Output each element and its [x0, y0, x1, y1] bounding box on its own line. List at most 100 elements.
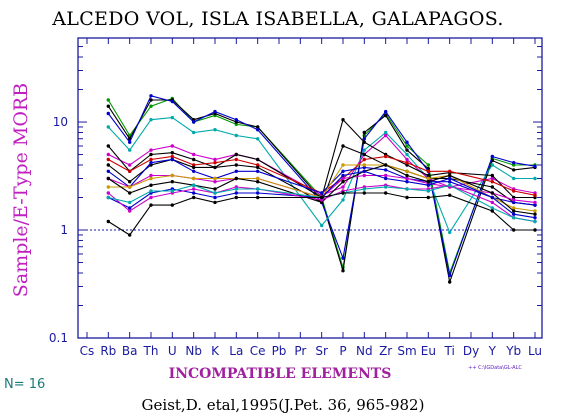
- x-tick-label: Pr: [294, 344, 306, 358]
- x-tick-label: Dy: [463, 344, 479, 358]
- data-point: [213, 176, 217, 181]
- data-point: [426, 173, 430, 178]
- data-point: [106, 185, 111, 189]
- data-point: [384, 185, 388, 189]
- data-point: [234, 187, 238, 191]
- data-point: [341, 191, 345, 195]
- data-point: [448, 173, 452, 178]
- data-point: [533, 228, 537, 232]
- data-point: [490, 209, 494, 213]
- x-tick-label: K: [211, 344, 220, 358]
- x-tick-label: Ti: [444, 344, 455, 358]
- y-tick-label: 1: [60, 223, 68, 237]
- data-point: [149, 176, 153, 181]
- data-point: [192, 130, 196, 135]
- data-point: [490, 200, 494, 205]
- y-axis-label: Sample/E-Type MORB: [10, 83, 32, 297]
- data-point: [320, 200, 324, 205]
- data-point: [533, 193, 537, 197]
- y-tick-label: 0.1: [49, 331, 68, 345]
- data-point: [426, 183, 430, 187]
- x-tick-label: Rb: [100, 344, 116, 358]
- data-point: [448, 273, 452, 278]
- data-point: [448, 183, 452, 187]
- data-point: [149, 161, 153, 165]
- data-point: [256, 187, 260, 191]
- data-point: [192, 169, 196, 173]
- series-line: [107, 97, 535, 276]
- x-tick-label: La: [229, 344, 243, 358]
- data-point: [362, 130, 366, 135]
- x-tick-label: Sm: [397, 344, 416, 358]
- series-11: [106, 163, 537, 213]
- x-tick-label: Yb: [505, 344, 521, 358]
- data-point: [320, 198, 324, 202]
- data-point: [256, 195, 260, 200]
- data-point: [170, 99, 174, 104]
- data-point: [170, 173, 174, 178]
- data-point: [448, 169, 452, 173]
- data-point: [362, 140, 366, 144]
- data-point: [149, 104, 153, 108]
- data-point: [362, 187, 366, 191]
- sample-count: N= 16: [4, 377, 45, 392]
- series-line: [108, 134, 536, 196]
- data-point: [213, 109, 217, 114]
- data-point: [213, 200, 217, 205]
- data-point: [362, 169, 366, 173]
- data-point: [512, 209, 516, 213]
- data-point: [106, 125, 111, 129]
- data-point: [341, 180, 345, 184]
- data-point: [362, 137, 366, 141]
- data-point: [149, 94, 153, 98]
- data-point: [405, 148, 409, 152]
- data-point: [533, 219, 537, 224]
- data-point: [128, 185, 132, 189]
- data-point: [192, 191, 196, 195]
- data-point: [512, 206, 516, 210]
- data-point: [341, 118, 345, 122]
- data-point: [192, 120, 196, 124]
- data-point: [106, 111, 111, 116]
- data-point: [362, 148, 366, 152]
- data-point: [512, 216, 516, 220]
- data-point: [234, 152, 238, 157]
- data-point: [192, 157, 196, 162]
- data-point: [149, 173, 153, 178]
- x-tick-label: Zr: [379, 344, 392, 358]
- data-point: [256, 165, 260, 170]
- x-tick-label: U: [168, 344, 177, 358]
- data-point: [405, 157, 409, 162]
- data-point: [512, 200, 516, 205]
- data-point: [149, 183, 153, 187]
- data-point: [341, 198, 345, 202]
- data-point: [405, 195, 409, 200]
- series-line: [107, 164, 536, 215]
- series-line: [108, 164, 536, 212]
- data-point: [405, 169, 409, 173]
- data-point: [490, 206, 494, 210]
- data-point: [405, 173, 409, 178]
- data-point: [512, 189, 516, 193]
- data-point: [128, 148, 132, 152]
- data-point: [256, 163, 260, 167]
- y-tick-label: 10: [53, 115, 68, 129]
- data-point: [490, 173, 494, 178]
- chart-title: ALCEDO VOL, ISLA ISABELLA, GALAPAGOS.: [51, 8, 504, 30]
- data-point: [234, 122, 238, 127]
- data-point: [384, 173, 388, 178]
- data-point: [341, 176, 345, 181]
- data-point: [170, 151, 174, 155]
- x-ticks: Cs Rb Ba Th U Nb K La Ce Pb Pr Sr P Nd Zr Sm Eu Ti Dy Y Yb Lu: [80, 38, 542, 358]
- data-point: [341, 163, 345, 167]
- data-point: [341, 185, 345, 189]
- data-point: [320, 191, 324, 195]
- data-point: [384, 191, 388, 195]
- data-point: [170, 144, 174, 148]
- data-point: [234, 195, 238, 200]
- data-point: [533, 176, 537, 181]
- data-point: [192, 195, 196, 200]
- series-group: [106, 94, 537, 285]
- data-point: [170, 154, 174, 159]
- data-point: [426, 180, 430, 184]
